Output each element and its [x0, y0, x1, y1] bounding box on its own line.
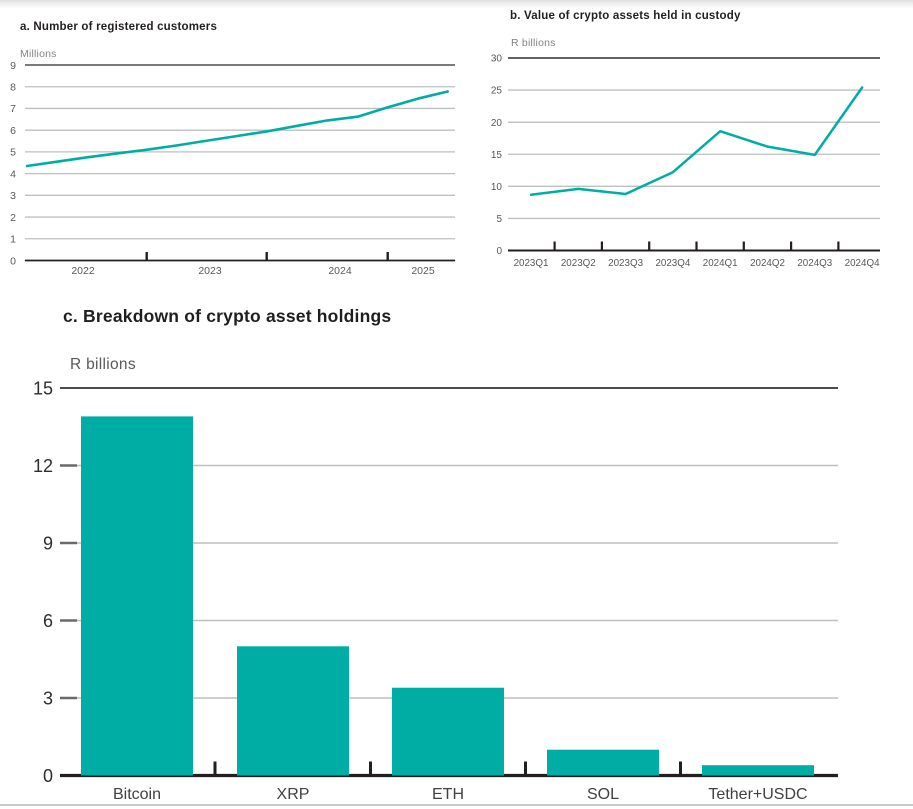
- y-tick-label: 8: [10, 82, 16, 94]
- y-tick-label: 6: [43, 611, 53, 631]
- y-tick-label: 1: [10, 234, 16, 246]
- x-tick-label: 2024Q3: [797, 258, 832, 269]
- y-tick-label: 4: [10, 168, 16, 180]
- chart-b-title: b. Value of crypto assets held in custod…: [510, 10, 741, 22]
- x-tick-label: Tether+USDC: [708, 786, 807, 803]
- y-tick-label: 0: [43, 766, 53, 786]
- x-tick-label: Bitcoin: [113, 786, 161, 803]
- y-tick-label: 20: [491, 118, 503, 129]
- chart-a-plot: 0 1 2 3 4 5 6 7 8 9 2022 2023 2024 2025: [10, 60, 455, 277]
- x-tick-label: 2023Q4: [655, 258, 690, 269]
- x-tick-label: 2024Q4: [845, 258, 880, 269]
- chart-c-plot: 0 3 6 9 12 15 Bitcoin XRP ETH SOL Tether+USDC: [33, 378, 838, 803]
- y-tick-label: 25: [491, 86, 503, 97]
- x-tick-label: 2024Q1: [703, 258, 738, 269]
- y-tick-label: 15: [491, 150, 503, 161]
- chart-c-title: c. Breakdown of crypto asset holdings: [63, 306, 392, 326]
- page-bottom-edge-line: [0, 804, 913, 806]
- y-tick-label: 2: [10, 212, 16, 224]
- x-tick-label: 2023Q1: [514, 258, 549, 269]
- y-tick-label: 7: [10, 103, 16, 115]
- y-tick-label: 9: [43, 533, 53, 553]
- data-series-line: [25, 90, 450, 168]
- data-series-line: [529, 86, 864, 196]
- chart-b-plot: 0 5 10 15 20 25 30 2023Q1 2023Q2 2023Q3 2023Q4 2024…: [491, 54, 880, 269]
- chart-b: b. Value of crypto assets held in custod…: [460, 0, 913, 295]
- x-tick-label: 2024: [328, 265, 352, 277]
- x-tick-label: XRP: [277, 786, 310, 803]
- y-tick-label: 15: [33, 378, 53, 398]
- x-tick-label: 2022: [71, 265, 95, 277]
- x-tick-label: 2023Q2: [561, 258, 596, 269]
- x-tick-label: SOL: [587, 786, 619, 803]
- y-tick-label: 9: [10, 60, 16, 72]
- chart-c-unit-label: R billions: [70, 356, 136, 373]
- page-top-edge-shadow: [0, 0, 913, 9]
- x-tick-label: 2024Q2: [750, 258, 785, 269]
- y-tick-label: 6: [10, 125, 16, 137]
- x-tick-label: 2023: [198, 265, 222, 277]
- y-tick-label: 5: [10, 147, 16, 159]
- x-tick-label: 2025: [411, 265, 435, 277]
- bar-xrp: [237, 646, 349, 776]
- chart-a-unit-label: Millions: [20, 48, 57, 60]
- bar-sol: [547, 749, 659, 776]
- chart-a: a. Number of registered customers Millio…: [0, 0, 460, 295]
- y-tick-label: 5: [496, 214, 502, 225]
- x-tick-label: ETH: [432, 786, 464, 803]
- y-tick-label: 10: [491, 182, 503, 193]
- y-tick-label: 30: [491, 54, 503, 65]
- y-tick-label: 3: [43, 688, 53, 708]
- chart-a-title: a. Number of registered customers: [20, 21, 218, 33]
- y-tick-label: 12: [33, 456, 53, 476]
- y-tick-label: 3: [10, 190, 16, 202]
- chart-b-unit-label: R billions: [511, 37, 556, 49]
- bar-bitcoin: [81, 416, 193, 776]
- chart-c: c. Breakdown of crypto asset holdings R …: [0, 300, 913, 805]
- bar-tether-usdc: [702, 765, 814, 776]
- bar-eth: [392, 687, 504, 776]
- y-tick-label: 0: [10, 255, 16, 267]
- y-tick-label: 0: [496, 246, 502, 257]
- x-tick-label: 2023Q3: [608, 258, 643, 269]
